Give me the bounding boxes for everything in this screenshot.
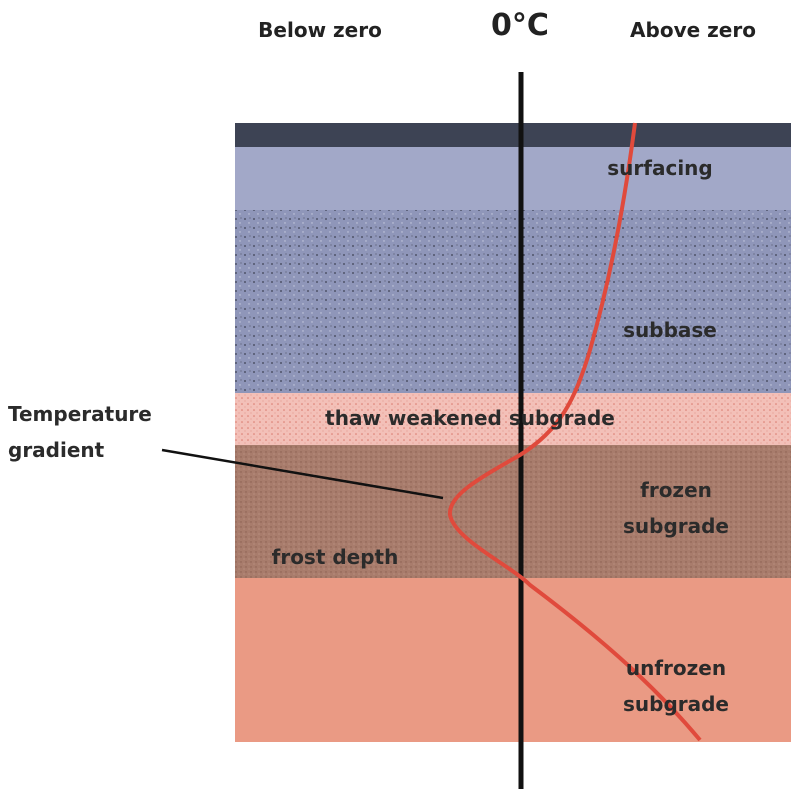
layer-label: subbase: [600, 312, 740, 348]
diagram: Below zero 0°C Above zero surfacing subb…: [0, 0, 791, 789]
layer-label: unfrozen subgrade: [596, 650, 756, 722]
pavement-top: [235, 123, 791, 147]
layer-label: surfacing: [590, 150, 730, 186]
zero-label: 0°C: [450, 4, 590, 48]
subbase-layer: [235, 210, 791, 393]
layer-label: thaw weakened subgrade: [270, 400, 670, 436]
frost-depth-label: frost depth: [245, 539, 425, 575]
layer-label: frozen subgrade: [596, 472, 756, 544]
gradient-label: Temperature gradient: [8, 396, 198, 468]
below-zero-label: Below zero: [215, 12, 425, 48]
above-zero-label: Above zero: [595, 12, 791, 48]
